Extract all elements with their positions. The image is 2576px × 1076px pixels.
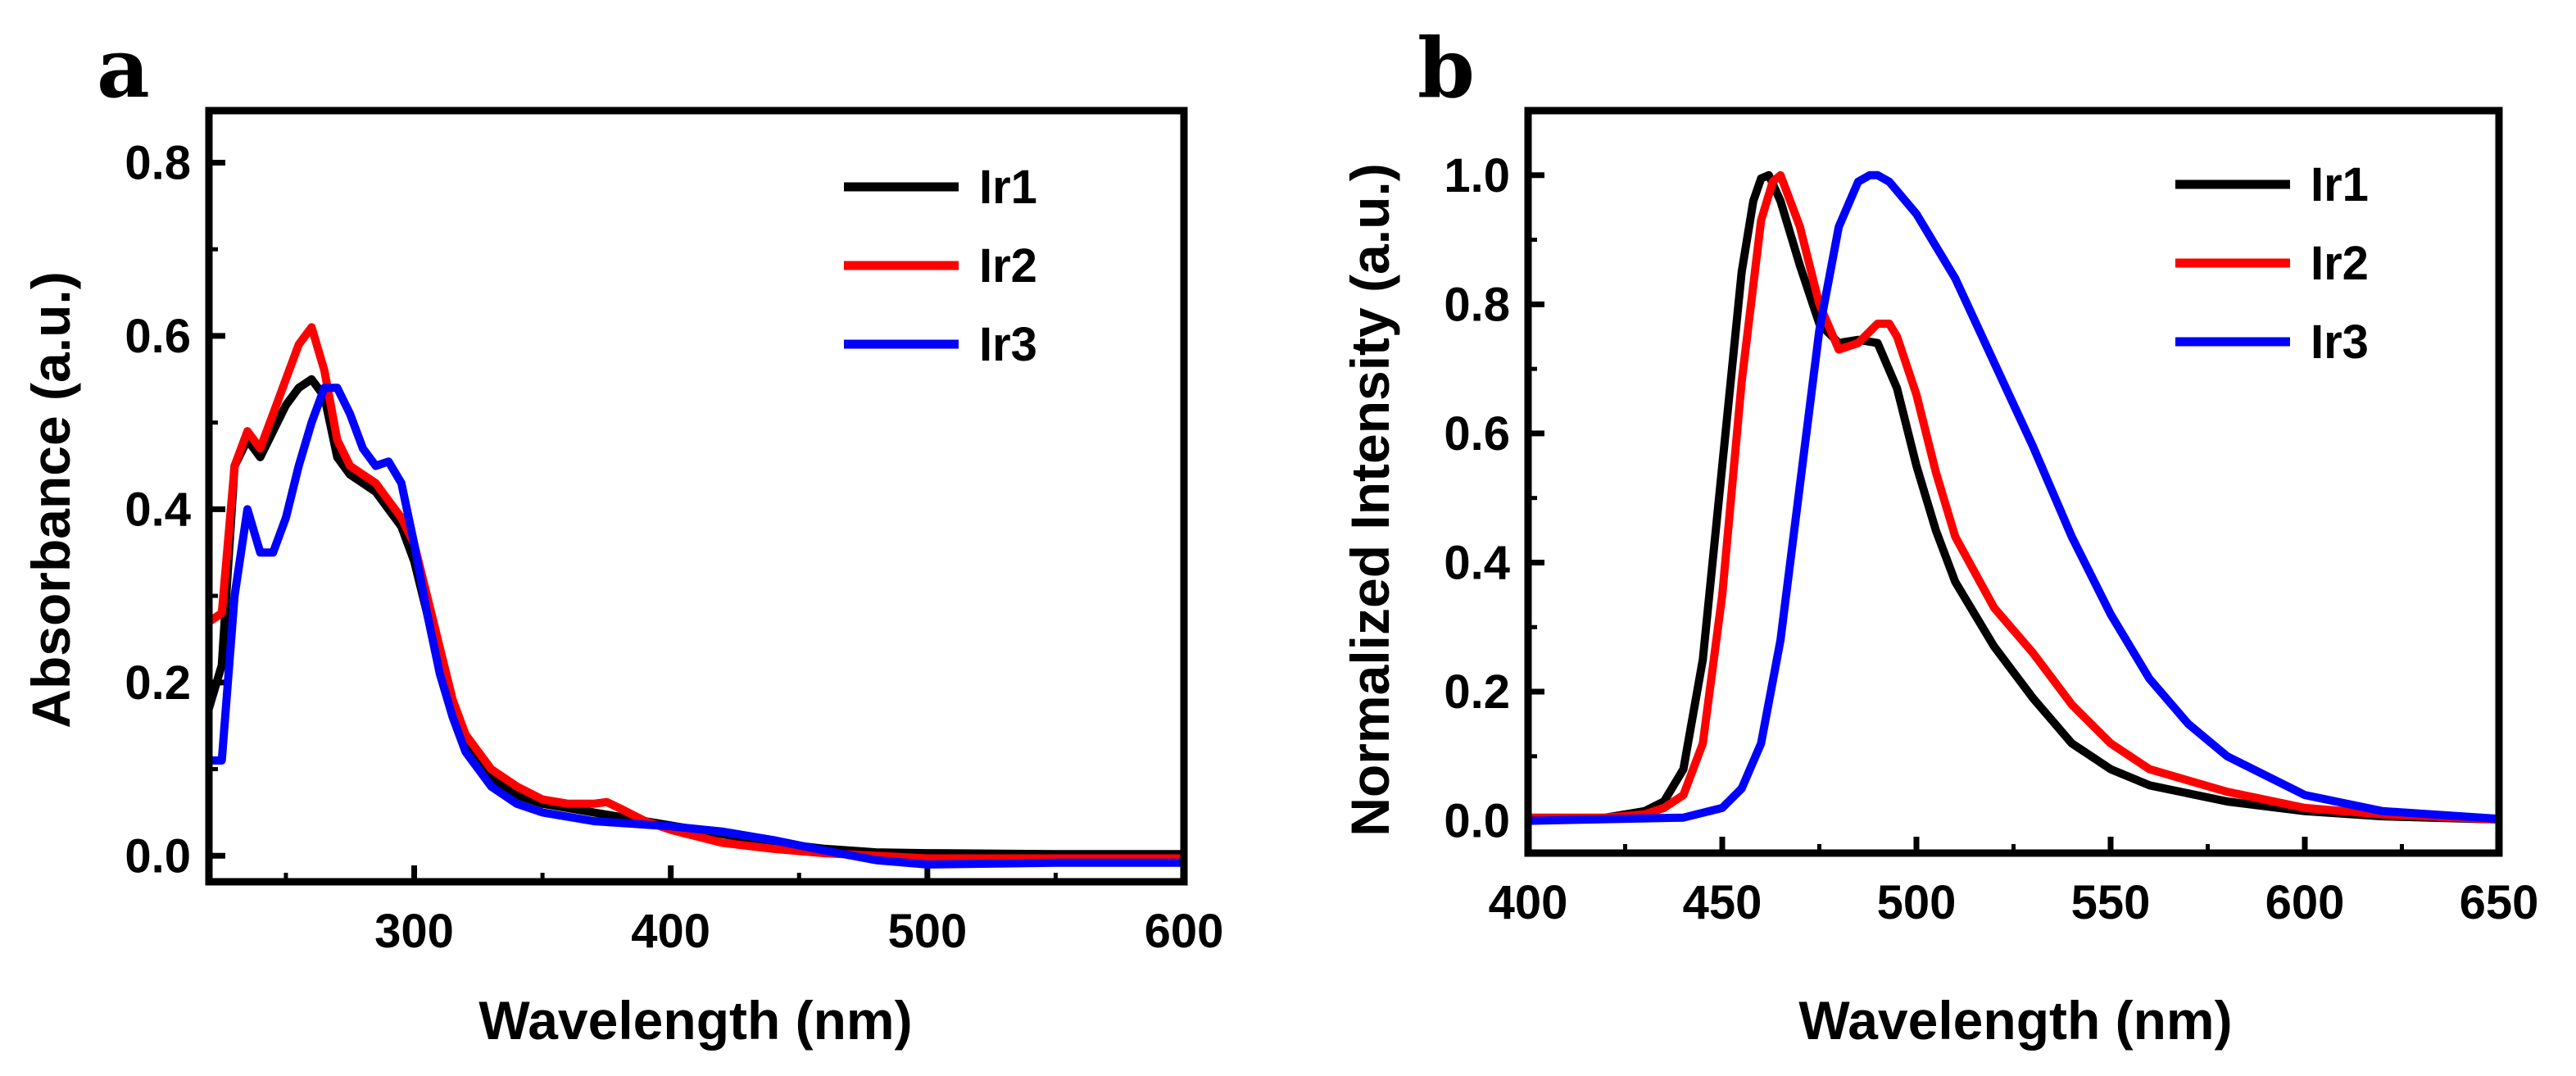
x-tick-label: 600 xyxy=(2265,876,2345,929)
series-line-ir1 xyxy=(209,375,1184,859)
panel-b-series xyxy=(1528,170,2499,825)
series-line-ir1 xyxy=(1528,170,2499,825)
x-tick-label: 550 xyxy=(2071,876,2151,929)
panel-a-xlabel: Wavelength (nm) xyxy=(478,990,912,1051)
x-tick-label: 400 xyxy=(1489,876,1568,929)
panel-a-letter: a xyxy=(97,20,150,116)
panel-b-axes: 400 450 500 550 600 650 0.0 0.2 0.4 0.6 0.8 1.0 xyxy=(1444,108,2539,929)
panel-b-emission-chart: b Wavelength (nm) Normalized Intensity (… xyxy=(1340,20,2538,1051)
panel-b-ylabel: Normalized Intensity (a.u.) xyxy=(1340,163,1400,836)
y-tick-label: 0.8 xyxy=(1444,278,1510,331)
y-tick-label: 0.2 xyxy=(125,656,191,710)
legend-label-ir2: Ir2 xyxy=(2311,237,2369,290)
panel-a-series xyxy=(209,323,1184,869)
series-line-ir2 xyxy=(209,323,1184,863)
y-tick-label: 0.0 xyxy=(125,829,191,883)
panel-a-frame xyxy=(205,107,1188,886)
panel-a-legend: Ir1 Ir2 Ir3 xyxy=(844,161,1037,371)
y-tick-label: 0.6 xyxy=(1444,407,1510,461)
panel-a-ylabel: Absorbance (a.u.) xyxy=(20,271,81,728)
x-tick-label: 500 xyxy=(1877,876,1957,929)
x-tick-label: 500 xyxy=(887,905,967,958)
series-line-ir2 xyxy=(1528,170,2499,824)
legend-label-ir3: Ir3 xyxy=(2311,316,2369,369)
y-tick-label: 0.4 xyxy=(125,483,191,536)
y-tick-label: 0.6 xyxy=(125,310,191,363)
y-tick-label: 0.8 xyxy=(125,136,191,189)
y-tick-label: 0.2 xyxy=(1444,665,1510,719)
legend-label-ir3: Ir3 xyxy=(979,318,1037,371)
x-tick-label: 600 xyxy=(1145,905,1224,958)
legend-label-ir1: Ir1 xyxy=(2311,158,2369,211)
x-tick-label: 450 xyxy=(1683,876,1762,929)
series-line-ir3 xyxy=(1528,170,2499,825)
x-tick-label: 400 xyxy=(631,905,710,958)
panel-b-xlabel: Wavelength (nm) xyxy=(1798,990,2232,1051)
x-tick-label: 300 xyxy=(374,905,454,958)
series-line-ir3 xyxy=(209,384,1184,869)
panel-b-letter: b xyxy=(1417,20,1475,116)
legend-label-ir2: Ir2 xyxy=(979,239,1037,293)
panel-a-absorbance-chart: a Wavelength (nm) Absorbance (a.u.) 300 4… xyxy=(20,20,1223,1051)
y-tick-label: 1.0 xyxy=(1444,149,1510,202)
panel-b-legend: Ir1 Ir2 Ir3 xyxy=(2175,158,2369,369)
panel-b-frame xyxy=(1524,107,2503,857)
x-tick-label: 650 xyxy=(2460,876,2539,929)
y-tick-label: 0.0 xyxy=(1444,795,1510,848)
legend-label-ir1: Ir1 xyxy=(979,161,1037,214)
y-tick-label: 0.4 xyxy=(1444,536,1510,589)
